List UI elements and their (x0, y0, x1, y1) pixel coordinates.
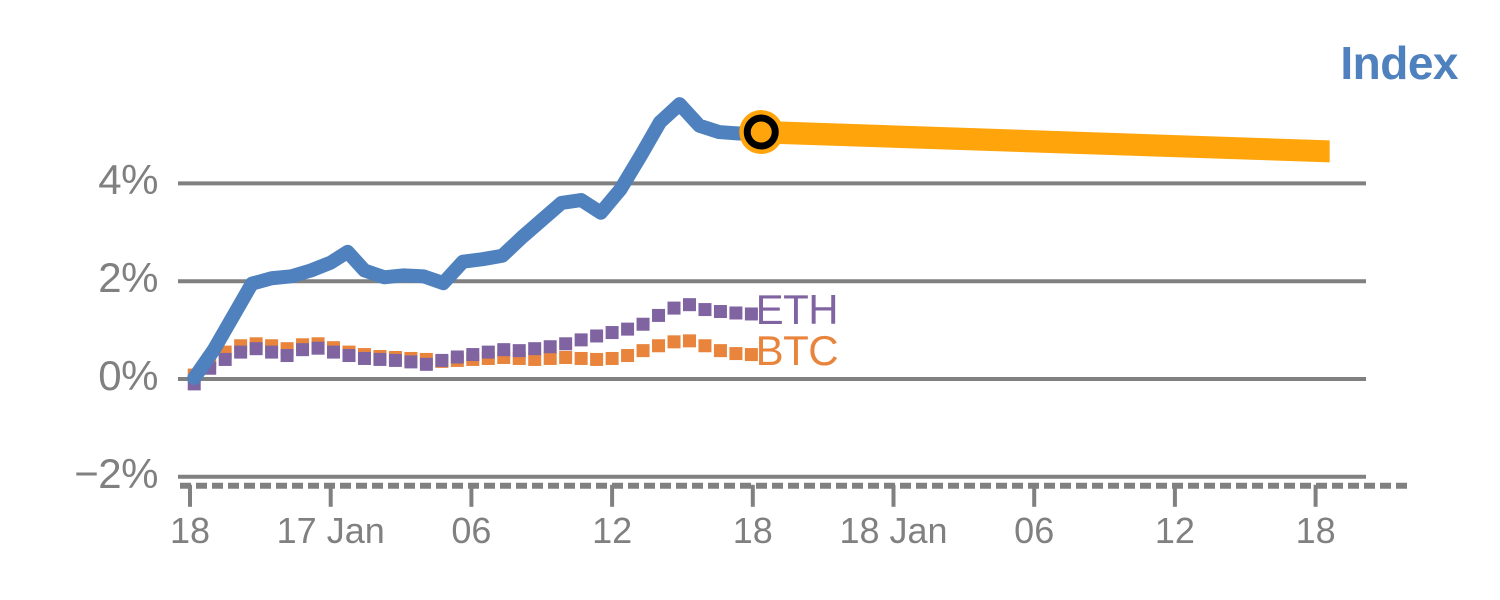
y-axis-label-2: 2% (98, 254, 158, 302)
x-axis-label-0: 18 (169, 509, 211, 551)
eth-series-label: ETH (755, 285, 839, 333)
axis-major-ticks (188, 484, 1318, 507)
eth-series (187, 298, 758, 391)
x-axis-label-8: 18 (1295, 509, 1336, 551)
x-axis-label-2: 06 (451, 509, 492, 551)
x-axis-label-3: 12 (592, 509, 633, 551)
x-axis-label-6: 06 (1014, 509, 1055, 551)
current-value-marker[interactable] (739, 110, 784, 155)
x-axis-label-7: 12 (1154, 509, 1195, 551)
marker-ring-icon (743, 114, 779, 150)
btc-series-label: BTC (755, 326, 839, 374)
page-title: Index (1340, 37, 1458, 89)
x-axis-label-5: 18 Jan (839, 509, 948, 551)
x-axis-label-1: 17 Jan (276, 509, 385, 551)
forecast-band-group (761, 120, 1330, 163)
y-axis-label-neg2: −2% (74, 449, 158, 497)
index-line (187, 97, 769, 386)
y-axis-label-0: 0% (98, 352, 158, 399)
x-axis-label-4: 18 (732, 509, 773, 551)
y-axis-label-4: 4% (98, 156, 158, 204)
forecast-band (761, 120, 1330, 163)
